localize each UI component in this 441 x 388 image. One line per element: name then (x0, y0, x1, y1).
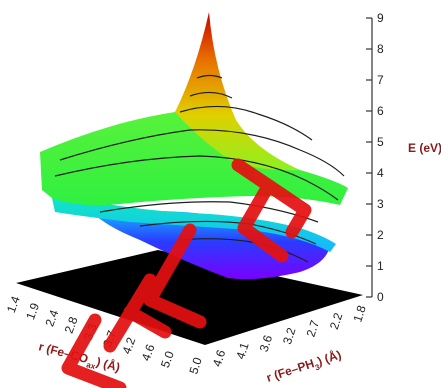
z-axis-ticks: 0 1 2 3 4 5 6 7 8 9 (366, 11, 384, 304)
x-tick-label: 1.9 (23, 301, 42, 322)
z-tick-label: 2 (377, 228, 384, 242)
contour-line (189, 91, 233, 99)
y-tick-label: 4.1 (233, 340, 252, 361)
contour-line (99, 201, 319, 223)
watermark (61, 158, 312, 388)
watermark-stroke (103, 273, 172, 353)
y-axis-ticks: 5.0 4.6 4.1 3.6 3.2 2.7 2.2 1.8 (186, 303, 369, 376)
surface-spike (175, 12, 300, 171)
surface-lip (52, 196, 336, 252)
y-tick-label: 2.2 (327, 311, 346, 332)
floor-plane (16, 250, 363, 345)
z-axis-title: E (eV) (408, 141, 441, 155)
contour-line (179, 105, 313, 141)
y-tick-label: 3.6 (257, 333, 276, 354)
z-tick-label: 0 (377, 290, 384, 304)
y-tick-label: 3.2 (280, 326, 299, 347)
z-tick-label: 6 (377, 104, 384, 118)
z-tick-label: 7 (377, 73, 384, 87)
z-tick-label: 9 (377, 11, 384, 25)
x-tick-label: 2.4 (42, 308, 61, 329)
z-tick-label: 3 (377, 197, 384, 211)
x-tick-label: 2.8 (62, 315, 81, 336)
watermark-stroke (143, 223, 207, 329)
contour-line (59, 129, 345, 177)
contour-line (196, 74, 223, 79)
x-tick-label: 4.2 (119, 335, 138, 356)
y-tick-label: 1.8 (350, 303, 369, 324)
z-tick-label: 8 (377, 42, 384, 56)
watermark-stroke (231, 158, 312, 263)
contour-line (54, 155, 339, 201)
y-tick-label: 2.7 (304, 318, 323, 339)
x-tick-label: 4.6 (139, 342, 158, 363)
x-tick-label: 1.4 (4, 294, 23, 315)
y-tick-label: 5.0 (186, 355, 205, 376)
z-tick-label: 4 (377, 166, 384, 180)
z-tick-label: 5 (377, 135, 384, 149)
y-axis-title: r (Fe–PH3) (Å) (264, 347, 344, 388)
watermark-stroke (61, 313, 127, 388)
z-tick-label: 1 (377, 259, 384, 273)
y-tick-label: 4.6 (210, 348, 229, 369)
x-tick-label: 5.0 (158, 349, 177, 370)
